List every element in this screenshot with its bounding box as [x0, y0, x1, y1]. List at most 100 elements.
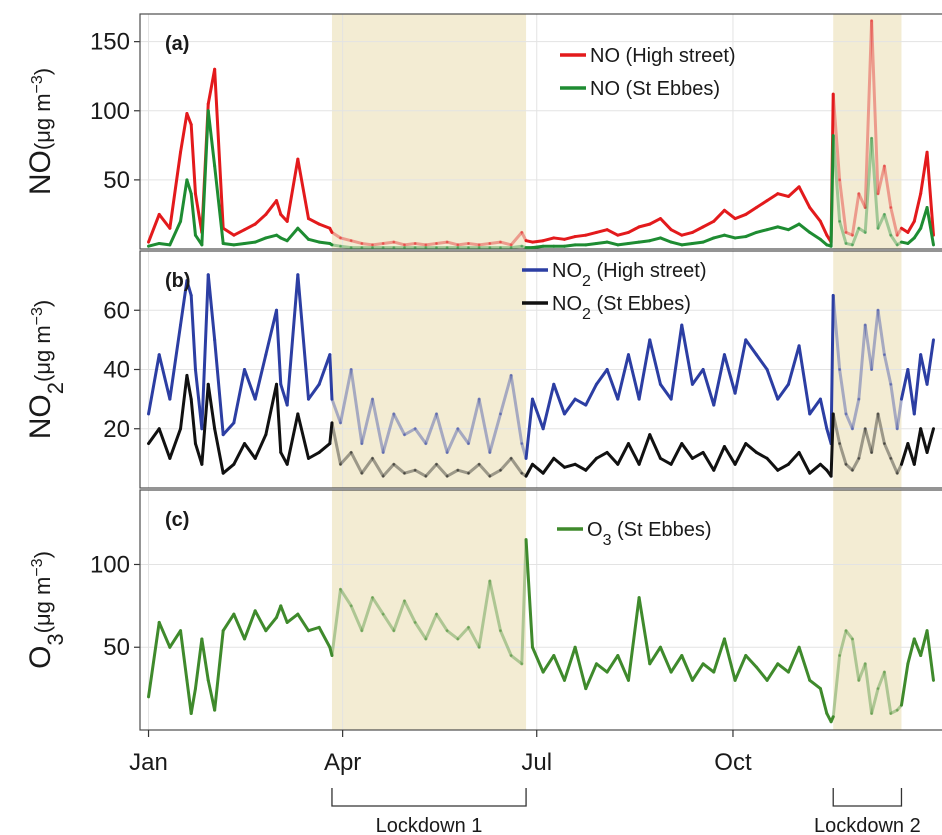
- data-point: [446, 246, 448, 249]
- data-point: [499, 241, 502, 243]
- data-point: [798, 646, 800, 649]
- data-point: [723, 234, 726, 236]
- data-point: [584, 469, 587, 472]
- data-point: [744, 442, 747, 445]
- series-segment: [658, 645, 673, 674]
- series-segment: [275, 382, 283, 454]
- data-point: [776, 226, 779, 228]
- data-point: [190, 123, 192, 126]
- series-segment: [669, 442, 684, 466]
- data-point: [896, 709, 899, 711]
- series-segment: [253, 236, 268, 244]
- data-point: [616, 234, 619, 236]
- series-segment: [850, 397, 861, 431]
- data-point: [670, 241, 672, 243]
- series-segment: [765, 192, 780, 203]
- data-point: [595, 231, 598, 234]
- series-no_high: [147, 19, 935, 247]
- data-point: [808, 413, 811, 415]
- series-segment: [339, 368, 353, 425]
- data-point: [307, 398, 310, 400]
- data-point: [734, 392, 736, 395]
- data-point: [233, 422, 235, 424]
- data-point: [382, 613, 384, 615]
- series-segment: [722, 445, 737, 466]
- series-segment: [339, 236, 353, 243]
- data-point: [158, 427, 160, 430]
- data-point: [361, 442, 363, 445]
- data-point: [776, 398, 779, 400]
- data-point: [254, 398, 256, 400]
- series-segment: [477, 241, 492, 247]
- data-point: [913, 220, 916, 223]
- data-point: [510, 457, 512, 460]
- data-point: [393, 241, 395, 243]
- series-segment: [765, 368, 780, 401]
- data-point: [845, 413, 847, 415]
- data-point: [616, 244, 619, 246]
- series-segment: [605, 228, 620, 237]
- series-segment: [906, 368, 916, 416]
- data-point: [213, 68, 216, 71]
- series-segment: [690, 368, 705, 386]
- data-point: [858, 679, 860, 682]
- data-point: [510, 244, 512, 246]
- series-segment: [243, 442, 257, 460]
- data-point: [179, 427, 182, 430]
- series-segment: [524, 538, 534, 649]
- series-segment: [838, 368, 848, 416]
- data-point: [883, 165, 886, 167]
- data-point: [279, 213, 282, 216]
- series-segment: [243, 368, 257, 401]
- series-segment: [185, 112, 193, 127]
- panel-frame: [139, 489, 942, 731]
- data-point: [542, 472, 544, 474]
- data-point: [414, 621, 416, 624]
- series-segment: [168, 323, 183, 401]
- series-segment: [754, 199, 769, 210]
- data-point: [331, 654, 333, 657]
- legend-entry: NO2 (High street): [552, 260, 707, 290]
- data-point: [670, 463, 672, 466]
- series-segment: [919, 427, 929, 454]
- data-point: [194, 442, 197, 445]
- data-point: [900, 241, 903, 243]
- series-segment: [189, 397, 197, 446]
- data-point: [186, 279, 188, 282]
- series-segment: [392, 412, 406, 437]
- data-point: [883, 671, 886, 673]
- series-segment: [754, 353, 769, 371]
- series-segment: [882, 442, 893, 460]
- data-point: [510, 654, 512, 657]
- data-point: [525, 538, 527, 541]
- data-point: [919, 353, 922, 356]
- series-segment: [637, 433, 652, 466]
- data-point: [798, 223, 800, 225]
- series-segment: [857, 662, 867, 682]
- series-segment: [765, 662, 780, 682]
- series-segment: [307, 382, 321, 401]
- data-point: [659, 646, 662, 649]
- data-point: [531, 398, 534, 400]
- data-point: [350, 368, 352, 371]
- series-segment: [808, 206, 822, 223]
- series-segment: [857, 427, 867, 460]
- data-point: [254, 457, 256, 460]
- series-segment: [701, 662, 716, 674]
- series-segment: [317, 442, 332, 454]
- series-segment: [831, 412, 842, 446]
- series-segment: [213, 427, 225, 475]
- data-point: [414, 242, 416, 245]
- data-point: [510, 246, 512, 249]
- panel-3: 50 100 (c) O3 (St Ebbes) O3(μg m−3): [24, 489, 942, 731]
- data-point: [680, 324, 683, 326]
- series-segment: [919, 629, 929, 658]
- data-point: [222, 433, 224, 436]
- data-point: [755, 666, 758, 668]
- series-segment: [889, 708, 899, 715]
- data-point: [425, 442, 427, 445]
- series-segment: [616, 442, 630, 466]
- data-point: [243, 228, 246, 231]
- series-segment: [370, 397, 385, 454]
- series-segment: [445, 427, 460, 454]
